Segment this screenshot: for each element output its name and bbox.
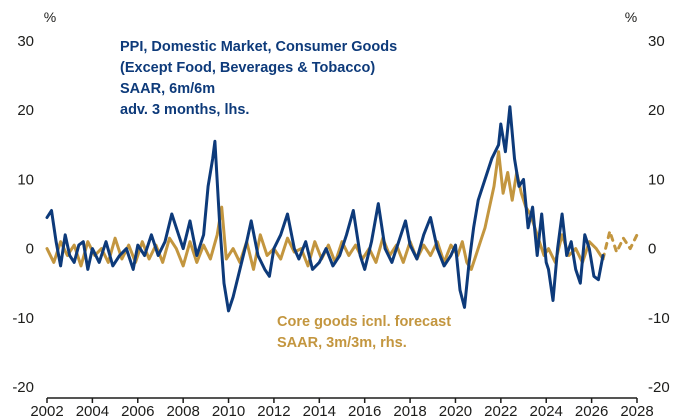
x-tick-label: 2024 bbox=[530, 403, 563, 419]
ppi-annotation: PPI, Domestic Market, Consumer Goods (Ex… bbox=[120, 39, 397, 118]
core-goods-forecast-line bbox=[601, 229, 639, 261]
x-tick-label: 2012 bbox=[257, 403, 290, 419]
y-tick-label-right: 20 bbox=[648, 102, 665, 119]
ppi-annotation-line-3: SAAR, 6m/6m bbox=[120, 81, 215, 97]
series-lines bbox=[45, 105, 639, 313]
core-annotation: Core goods icnl. forecast SAAR, 3m/3m, r… bbox=[277, 314, 451, 351]
x-tick-label: 2016 bbox=[348, 403, 381, 419]
x-tick-label: 2004 bbox=[76, 403, 109, 419]
x-tick-label: 2014 bbox=[303, 403, 336, 419]
x-tick-label: 2018 bbox=[393, 403, 426, 419]
x-tick-label: 2020 bbox=[439, 403, 472, 419]
y-tick-label-left: 20 bbox=[17, 102, 34, 119]
x-tick-label: 2002 bbox=[30, 403, 63, 419]
y-tick-label-right: 0 bbox=[648, 241, 656, 258]
x-tick-label: 2006 bbox=[121, 403, 154, 419]
y-tick-label-right: 30 bbox=[648, 33, 665, 50]
core-annotation-line-2: SAAR, 3m/3m, rhs. bbox=[277, 335, 407, 351]
ppi-annotation-line-4: adv. 3 months, lhs. bbox=[120, 102, 249, 118]
x-tick-label: 2010 bbox=[212, 403, 245, 419]
x-tick-label: 2022 bbox=[484, 403, 517, 419]
x-tick-label: 2028 bbox=[620, 403, 653, 419]
ppi-annotation-line-2: (Except Food, Beverages & Tobacco) bbox=[120, 60, 375, 76]
y-tick-label-right: -20 bbox=[648, 379, 670, 396]
y-tick-label-left: -10 bbox=[12, 310, 34, 327]
right-unit-label: % bbox=[625, 9, 637, 25]
y-tick-label-left: 30 bbox=[17, 33, 34, 50]
y-tick-label-left: 10 bbox=[17, 171, 34, 188]
y-tick-label-left: 0 bbox=[26, 241, 34, 258]
ppi-annotation-line-1: PPI, Domestic Market, Consumer Goods bbox=[120, 39, 397, 55]
x-tick-label: 2026 bbox=[575, 403, 608, 419]
y-tick-label-left: -20 bbox=[12, 379, 34, 396]
axes bbox=[46, 397, 638, 403]
tick-labels: 2002 2004 2006 2008 2010 2012 2014 2016 2018 2020… bbox=[12, 33, 669, 419]
y-tick-label-right: -10 bbox=[648, 310, 670, 327]
ppi-series-line bbox=[45, 105, 605, 313]
core-annotation-line-1: Core goods icnl. forecast bbox=[277, 314, 451, 330]
y-tick-label-right: 10 bbox=[648, 171, 665, 188]
left-unit-label: % bbox=[44, 9, 56, 25]
x-tick-label: 2008 bbox=[166, 403, 199, 419]
